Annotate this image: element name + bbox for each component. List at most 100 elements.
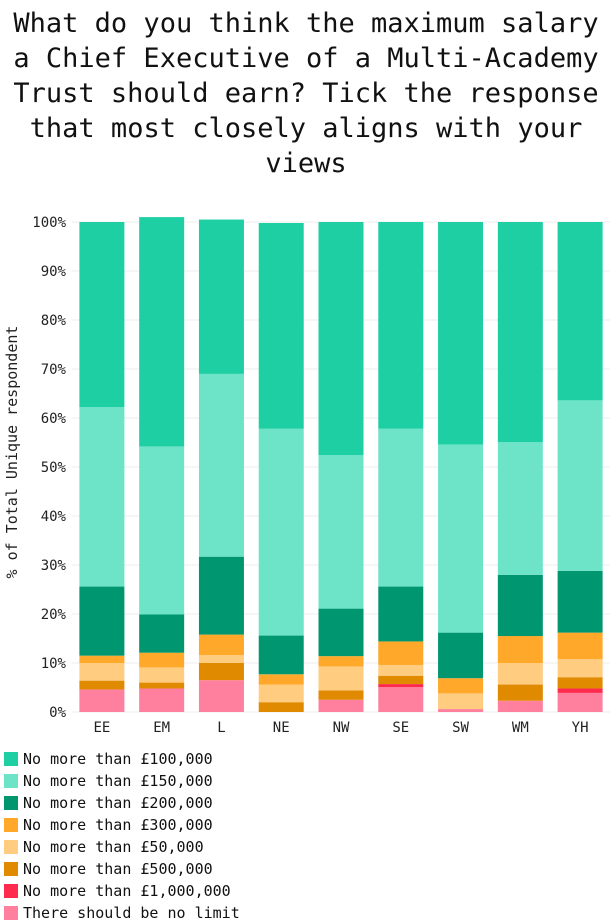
- bar-segment[interactable]: [378, 641, 424, 665]
- bar-segment[interactable]: [139, 688, 185, 712]
- bar-segment[interactable]: [139, 682, 185, 689]
- bar-segment[interactable]: [557, 570, 603, 633]
- legend-item[interactable]: No more than £200,000: [4, 792, 240, 814]
- bar-segment[interactable]: [258, 635, 304, 675]
- bar-segment[interactable]: [198, 634, 244, 656]
- bar-segment[interactable]: [378, 687, 424, 712]
- bar-segment[interactable]: [497, 574, 543, 637]
- bar-segment[interactable]: [79, 663, 125, 681]
- y-axis-title: % of Total Unique respondent: [3, 326, 21, 579]
- legend-label: No more than £200,000: [23, 794, 213, 812]
- legend-label: No more than £50,000: [23, 838, 204, 856]
- bar-segment[interactable]: [79, 680, 125, 690]
- bar-segment[interactable]: [318, 699, 364, 712]
- y-tick-label: 40%: [41, 509, 67, 525]
- bar-segment[interactable]: [438, 632, 484, 679]
- bar-segment[interactable]: [378, 675, 424, 685]
- bar-segment[interactable]: [378, 222, 424, 429]
- bar-segment[interactable]: [378, 428, 424, 587]
- bar-segment[interactable]: [557, 632, 603, 660]
- y-tick-label: 100%: [32, 215, 66, 231]
- x-tick-label: YH: [572, 720, 589, 736]
- legend-label: No more than £300,000: [23, 816, 213, 834]
- bar-segment[interactable]: [258, 684, 304, 703]
- bar-segment[interactable]: [258, 702, 304, 712]
- legend-item[interactable]: No more than £1,000,000: [4, 880, 240, 902]
- bar-segment[interactable]: [318, 656, 364, 667]
- legend-item[interactable]: There should be no limit: [4, 902, 240, 924]
- bar-segment[interactable]: [438, 709, 484, 712]
- bar-segment[interactable]: [79, 689, 125, 712]
- bar-segment[interactable]: [79, 407, 125, 587]
- bar-segment[interactable]: [198, 556, 244, 635]
- bar-segment[interactable]: [139, 667, 185, 683]
- bar-segment[interactable]: [497, 684, 543, 701]
- bar-segment[interactable]: [497, 636, 543, 663]
- legend-label: No more than £500,000: [23, 860, 213, 878]
- bar-segment[interactable]: [438, 444, 484, 633]
- y-axis-ticks: 0% 10% 20% 30% 40% 50% 60% 70% 80% 90% 100%: [32, 215, 66, 721]
- x-tick-label: NE: [273, 720, 290, 736]
- legend-swatch: [4, 884, 18, 898]
- y-tick-label: 70%: [41, 362, 67, 378]
- bar-segment[interactable]: [438, 678, 484, 694]
- x-tick-label: WM: [512, 720, 529, 736]
- bar-segment[interactable]: [139, 217, 185, 447]
- bar-segment[interactable]: [79, 586, 125, 656]
- x-tick-label: L: [217, 720, 225, 736]
- bar-segment[interactable]: [79, 655, 125, 663]
- legend-item[interactable]: No more than £500,000: [4, 858, 240, 880]
- y-tick-label: 20%: [41, 607, 67, 623]
- bar-segment[interactable]: [198, 219, 244, 374]
- bar-segment[interactable]: [378, 664, 424, 676]
- bar-segment[interactable]: [198, 655, 244, 663]
- bar-segment[interactable]: [318, 608, 364, 657]
- bar-segment[interactable]: [497, 663, 543, 685]
- bar-segment[interactable]: [438, 693, 484, 710]
- bar-segment[interactable]: [139, 652, 185, 668]
- bar-segment[interactable]: [198, 373, 244, 557]
- legend-swatch: [4, 862, 18, 876]
- bar-segment[interactable]: [79, 222, 125, 408]
- bars: [79, 217, 603, 712]
- legend-swatch: [4, 906, 18, 920]
- legend: No more than £100,000 No more than £150,0…: [4, 748, 240, 924]
- legend-label: There should be no limit: [23, 904, 240, 922]
- bar-segment[interactable]: [198, 663, 244, 681]
- bar-segment[interactable]: [557, 222, 603, 401]
- bar-segment[interactable]: [258, 428, 304, 636]
- bar-segment[interactable]: [557, 692, 603, 712]
- legend-item[interactable]: No more than £300,000: [4, 814, 240, 836]
- bar-segment[interactable]: [497, 442, 543, 575]
- bar-segment[interactable]: [557, 659, 603, 678]
- bar-segment[interactable]: [139, 614, 185, 653]
- bar-segment[interactable]: [258, 222, 304, 429]
- bar-segment[interactable]: [318, 455, 364, 609]
- bar-segment[interactable]: [139, 446, 185, 615]
- bar-segment[interactable]: [497, 700, 543, 712]
- y-tick-label: 10%: [41, 656, 67, 672]
- y-tick-label: 80%: [41, 313, 67, 329]
- bar-segment[interactable]: [497, 222, 543, 443]
- bar-segment[interactable]: [557, 688, 603, 693]
- bar-segment[interactable]: [318, 222, 364, 456]
- bar-segment[interactable]: [557, 400, 603, 571]
- chart-title: What do you think the maximum salary a C…: [13, 8, 599, 179]
- bar-segment[interactable]: [318, 666, 364, 691]
- y-tick-label: 90%: [41, 264, 67, 280]
- x-tick-label: SW: [452, 720, 469, 736]
- legend-item[interactable]: No more than £50,000: [4, 836, 240, 858]
- x-axis-ticks: EE EM L NE NW SE SW WM YH: [93, 720, 588, 736]
- legend-item[interactable]: No more than £150,000: [4, 770, 240, 792]
- bar-segment[interactable]: [318, 690, 364, 700]
- bar-segment[interactable]: [198, 680, 244, 712]
- stacked-bar-chart: 0% 10% 20% 30% 40% 50% 60% 70% 80% 90% 100% EE EM L N…: [3, 215, 610, 736]
- bar-segment[interactable]: [258, 674, 304, 685]
- legend-item[interactable]: No more than £100,000: [4, 748, 240, 770]
- x-tick-label: EM: [153, 720, 170, 736]
- bar-segment[interactable]: [557, 677, 603, 689]
- bar-segment[interactable]: [378, 586, 424, 642]
- y-tick-label: 50%: [41, 460, 67, 476]
- bar-segment[interactable]: [438, 222, 484, 445]
- bar-segment[interactable]: [378, 684, 424, 688]
